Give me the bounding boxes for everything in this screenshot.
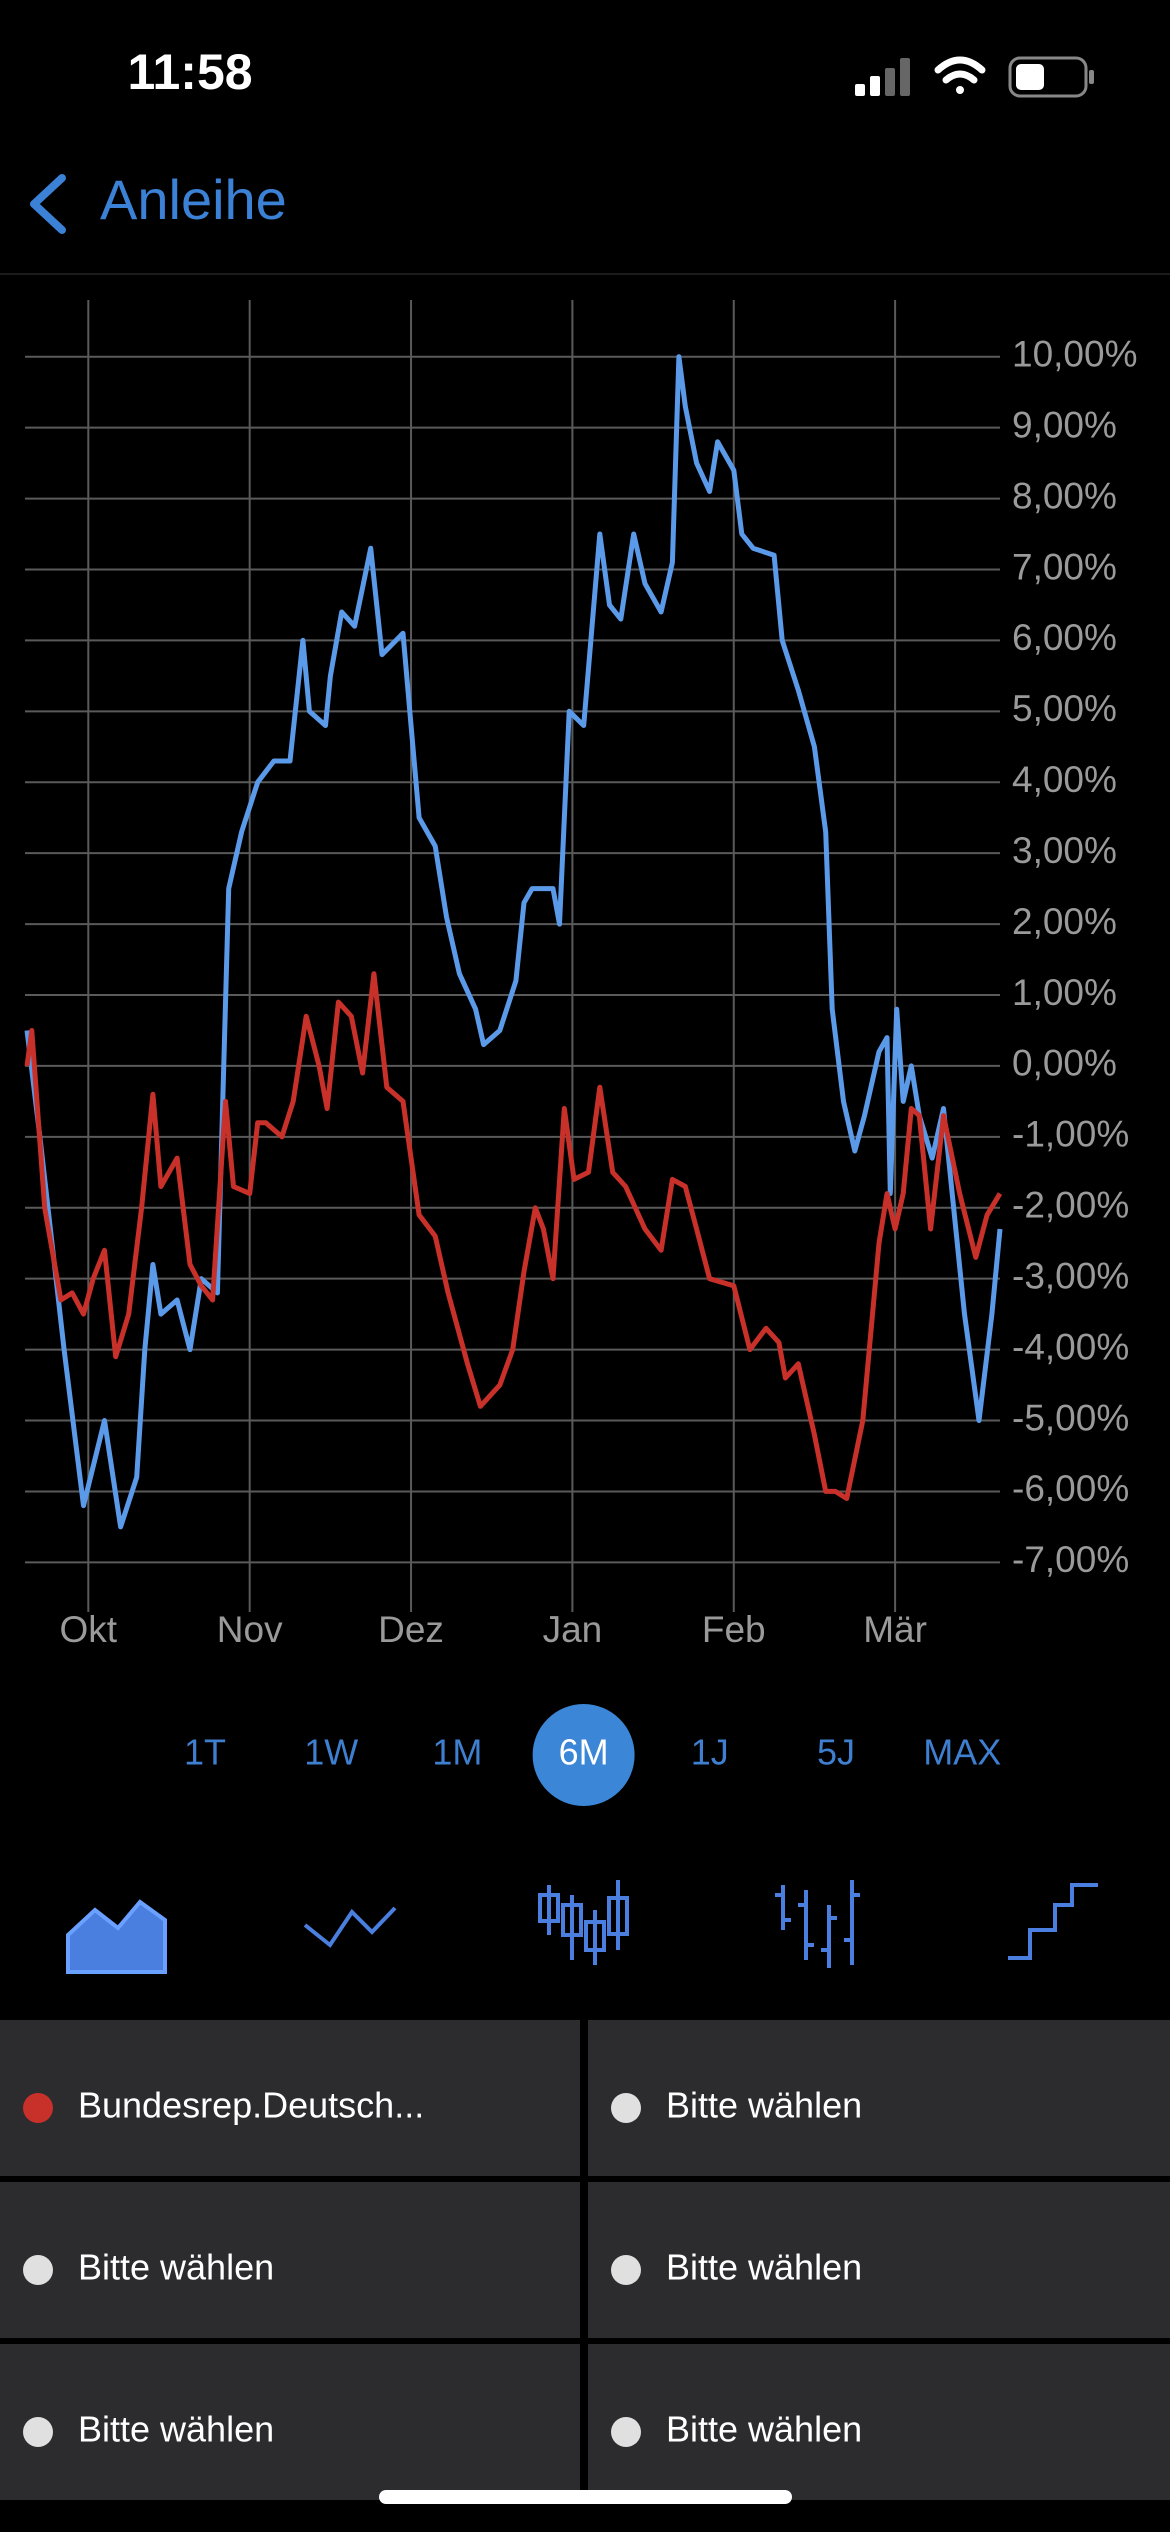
range-button[interactable]: MAX [923, 1732, 1001, 1773]
selector-dot [23, 2417, 53, 2447]
home-indicator [379, 2490, 792, 2504]
selector-label: Bitte wählen [78, 2247, 274, 2288]
chart-type-icons [66, 1880, 1098, 1974]
y-tick-label: -4,00% [1012, 1326, 1129, 1367]
selector-cell[interactable] [0, 2182, 580, 2338]
selector-cell[interactable] [588, 2182, 1170, 2338]
selector-label: Bitte wählen [78, 2409, 274, 2450]
y-tick-label: 4,00% [1012, 759, 1117, 800]
y-tick-label: 5,00% [1012, 688, 1117, 729]
selector-dot [23, 2255, 53, 2285]
y-tick-label: 1,00% [1012, 972, 1117, 1013]
battery-icon [1008, 56, 1094, 98]
back-chevron[interactable] [30, 174, 66, 234]
x-tick-label: Feb [702, 1609, 766, 1650]
selector-dot [23, 2093, 53, 2123]
selector-label: Bitte wählen [666, 2085, 862, 2126]
selector-label: Bundesrep.Deutsch... [78, 2085, 424, 2126]
range-selector: 1T 1W 1M 6M 1J 5J MAX [184, 1704, 1001, 1806]
ohlc-icon[interactable] [775, 1880, 860, 1968]
selector-dot [611, 2093, 641, 2123]
back-title[interactable]: Anleihe [100, 168, 287, 231]
x-tick-label: Mär [863, 1609, 927, 1650]
selector-cell[interactable] [0, 2020, 580, 2176]
selector-cell[interactable] [0, 2344, 580, 2500]
selector-dot [611, 2255, 641, 2285]
range-button[interactable]: 1M [432, 1732, 482, 1773]
plot: 10,00% 9,00% 8,00% 7,00% 6,00% 5,00% 4,00% 3,00… [24, 300, 1138, 1650]
y-tick-label: 6,00% [1012, 617, 1117, 658]
x-tick-label: Dez [378, 1609, 444, 1650]
range-button[interactable]: 1T [184, 1732, 226, 1773]
step-icon[interactable] [1008, 1883, 1098, 1960]
range-button[interactable]: 1J [691, 1732, 729, 1773]
y-tick-label: 2,00% [1012, 901, 1117, 942]
y-tick-label: 0,00% [1012, 1043, 1117, 1084]
range-button[interactable]: 5J [817, 1732, 855, 1773]
range-highlight [532, 1704, 635, 1806]
range-button[interactable]: 6M [559, 1732, 609, 1773]
y-tick-label: 7,00% [1012, 546, 1117, 587]
selector-panel: Bundesrep.Deutsch... Bitte wählen Bitte wä… [0, 2020, 1170, 2500]
y-tick-label: -5,00% [1012, 1397, 1129, 1438]
x-tick-label: Nov [217, 1609, 283, 1650]
y-tick-label: -1,00% [1012, 1114, 1129, 1155]
status-time: 11:58 [127, 44, 252, 100]
wifi-icon [934, 56, 986, 94]
series-line [24, 971, 1003, 1501]
y-tick-label: -6,00% [1012, 1468, 1129, 1509]
y-tick-label: 9,00% [1012, 404, 1117, 445]
selector-cell[interactable] [588, 2020, 1170, 2176]
y-tick-label: 3,00% [1012, 830, 1117, 871]
y-tick-label: -3,00% [1012, 1255, 1129, 1296]
area-icon[interactable] [66, 1899, 167, 1974]
x-tick-label: Jan [543, 1609, 603, 1650]
y-tick-label: -7,00% [1012, 1539, 1129, 1580]
y-tick-label: -2,00% [1012, 1185, 1129, 1226]
signal-icon [855, 58, 910, 96]
line-icon[interactable] [303, 1906, 397, 1948]
y-tick-label: 10,00% [1012, 334, 1138, 375]
candle-icon[interactable] [538, 1880, 629, 1965]
selector-label: Bitte wählen [666, 2247, 862, 2288]
x-tick-label: Okt [60, 1609, 118, 1650]
selector-cell[interactable] [588, 2344, 1170, 2500]
y-tick-label: 8,00% [1012, 475, 1117, 516]
range-button[interactable]: 1W [304, 1732, 358, 1773]
selector-label: Bitte wählen [666, 2409, 862, 2450]
series-line [24, 354, 1003, 1530]
selector-dot [611, 2417, 641, 2447]
